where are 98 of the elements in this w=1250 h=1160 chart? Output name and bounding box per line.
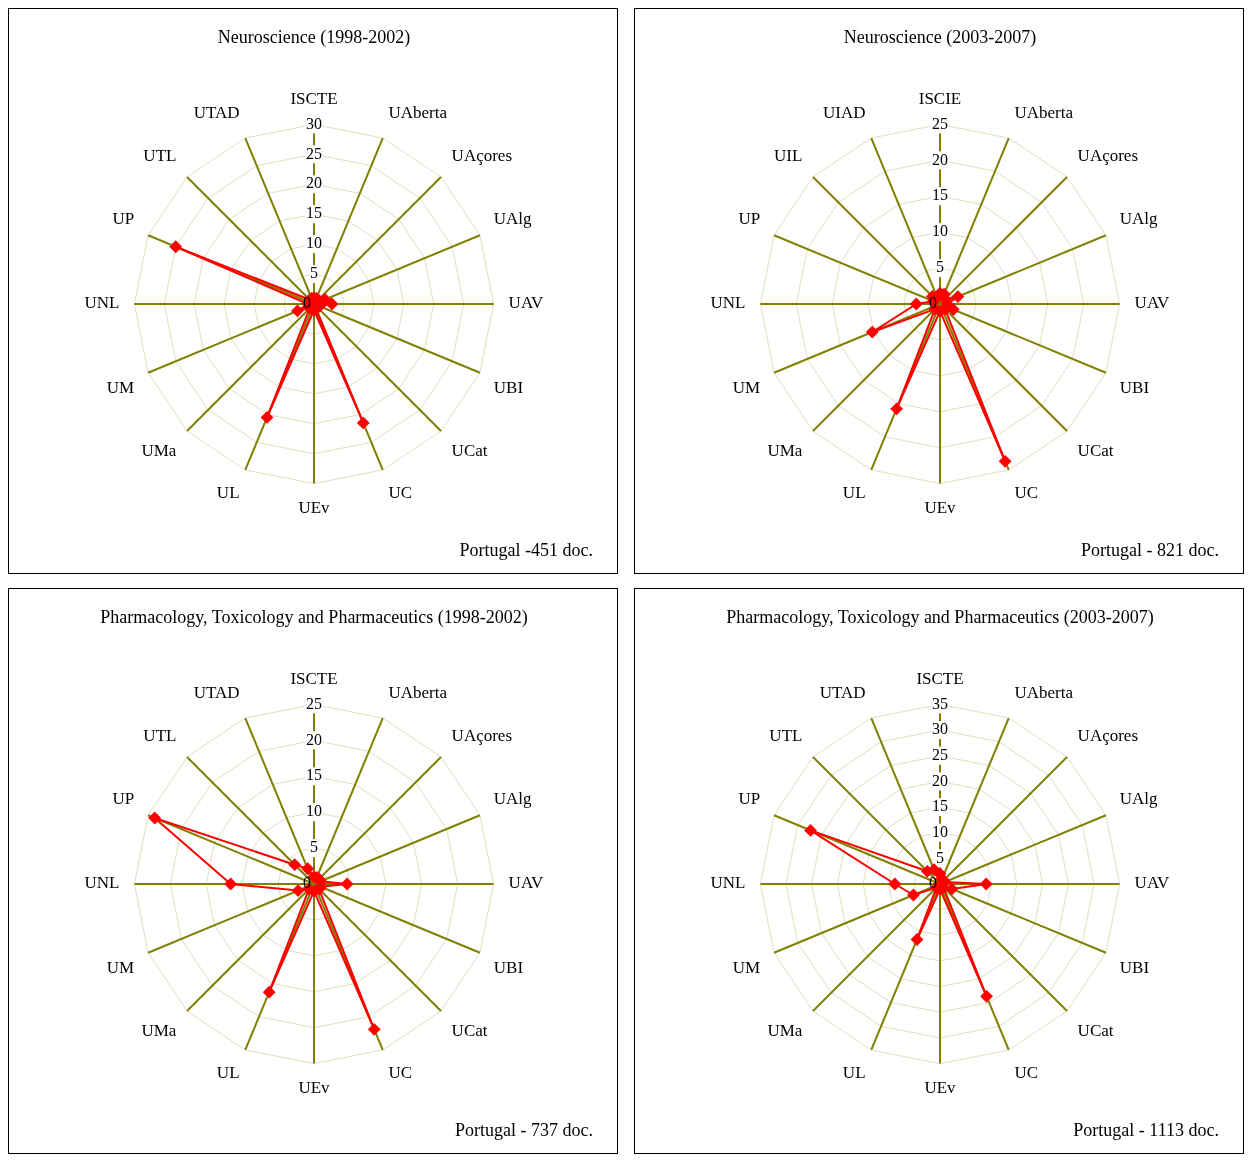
- spoke-label: UTAD: [193, 683, 240, 703]
- spoke-label: UAberta: [1014, 103, 1074, 123]
- spoke-label: UCat: [451, 441, 488, 461]
- spoke-label: UAberta: [1014, 683, 1074, 703]
- y-tick-label: 0: [929, 294, 937, 312]
- spoke-label: UTL: [143, 145, 177, 165]
- spoke-label: ISCTE: [290, 88, 338, 108]
- spoke-label: UP: [738, 208, 761, 228]
- spoke-label: UC: [388, 1063, 413, 1083]
- y-tick-label: 5: [936, 848, 944, 866]
- spoke-label: UL: [216, 483, 240, 503]
- spoke-label: UIAD: [823, 103, 866, 123]
- spoke-label: UNL: [710, 873, 746, 893]
- y-tick-label: 35: [932, 694, 948, 712]
- spoke-label: UBI: [1119, 378, 1150, 398]
- y-tick-label: 25: [932, 114, 948, 132]
- y-tick-label: 25: [932, 745, 948, 763]
- spoke-label: UEv: [298, 1078, 331, 1098]
- y-tick-label: 5: [310, 264, 318, 282]
- spoke-label: UAV: [508, 293, 544, 313]
- spoke-label: UMa: [141, 441, 177, 461]
- y-tick-label: 25: [306, 694, 322, 712]
- y-tick-label: 10: [932, 822, 948, 840]
- spoke-label: UC: [1014, 1063, 1039, 1083]
- spoke-label: UP: [112, 788, 135, 808]
- spoke-label: UAV: [508, 873, 544, 893]
- spoke-label: UTAD: [193, 103, 240, 123]
- y-tick-label: 10: [306, 234, 322, 252]
- y-tick-label: 25: [306, 144, 322, 162]
- y-tick-label: 30: [306, 114, 322, 132]
- y-tick-label: 15: [932, 797, 948, 815]
- spoke-label: UEv: [924, 498, 957, 518]
- chart-title: Neuroscience (2003-2007): [842, 26, 1038, 49]
- spoke-label: UL: [216, 1063, 240, 1083]
- y-tick-label: 5: [310, 838, 318, 856]
- spoke-label: UAçores: [1077, 145, 1139, 165]
- spoke-label: ISCTE: [916, 668, 964, 688]
- text: Portugal -451 doc.: [459, 540, 593, 561]
- spoke-label: UTAD: [819, 683, 866, 703]
- spoke-label: UM: [732, 378, 761, 398]
- spoke-label: UMa: [141, 1021, 177, 1041]
- spoke-label: UM: [732, 958, 761, 978]
- y-tick-label: 0: [303, 294, 311, 312]
- text: Portugal - 1113 doc.: [1073, 1120, 1219, 1141]
- spoke-label: UC: [1014, 483, 1039, 503]
- spoke-label: UAlg: [493, 208, 533, 228]
- spoke-label: UCat: [1077, 1021, 1114, 1041]
- spoke-label: UAlg: [493, 788, 533, 808]
- spoke-label: UM: [106, 958, 135, 978]
- y-tick-label: 20: [306, 730, 322, 748]
- spoke-label: UAçores: [451, 725, 513, 745]
- spoke-label: UAlg: [1119, 788, 1159, 808]
- spoke-label: UL: [842, 483, 866, 503]
- y-tick-label: 20: [932, 150, 948, 168]
- y-tick-label: 20: [306, 174, 322, 192]
- spoke-label: UBI: [493, 958, 524, 978]
- chart-title: Pharmacology, Toxicology and Pharmaceutics (1998-2002): [99, 606, 529, 629]
- spoke-label: UAçores: [1077, 725, 1139, 745]
- y-tick-label: 20: [932, 771, 948, 789]
- spoke-label: UBI: [1119, 958, 1150, 978]
- y-tick-label: 30: [932, 720, 948, 738]
- spoke-label: ISCIE: [918, 88, 962, 108]
- spoke-label: UNL: [84, 873, 120, 893]
- spoke-label: UC: [388, 483, 413, 503]
- spoke-label: UTL: [769, 725, 803, 745]
- spoke-label: UL: [842, 1063, 866, 1083]
- spoke-label: UNL: [710, 293, 746, 313]
- y-tick-label: 15: [306, 766, 322, 784]
- y-tick-label: 10: [932, 222, 948, 240]
- spoke-label: UNL: [84, 293, 120, 313]
- spoke-label: UM: [106, 378, 135, 398]
- spoke-label: UBI: [493, 378, 524, 398]
- spoke-label: UAberta: [388, 103, 448, 123]
- chart-title: Neuroscience (1998-2002): [216, 26, 412, 49]
- spoke-label: UEv: [924, 1078, 957, 1098]
- spoke-label: UCat: [1077, 441, 1114, 461]
- spoke-label: UMa: [767, 441, 803, 461]
- spoke-label: ISCTE: [290, 668, 338, 688]
- spoke-label: UIL: [774, 145, 803, 165]
- spoke-label: UP: [738, 788, 761, 808]
- y-tick-label: 10: [306, 802, 322, 820]
- spoke-label: UAberta: [388, 683, 448, 703]
- spoke-label: UAV: [1134, 873, 1170, 893]
- text: Portugal - 737 doc.: [455, 1120, 593, 1141]
- y-tick-label: 5: [936, 258, 944, 276]
- y-tick-label: 15: [932, 186, 948, 204]
- chart-title: Pharmacology, Toxicology and Pharmaceutics (2003-2007): [725, 606, 1155, 629]
- text: Portugal - 821 doc.: [1081, 540, 1219, 561]
- spoke-label: UAçores: [451, 145, 513, 165]
- spoke-label: UP: [112, 208, 135, 228]
- spoke-label: UAlg: [1119, 208, 1159, 228]
- spoke-label: UCat: [451, 1021, 488, 1041]
- y-tick-label: 15: [306, 204, 322, 222]
- spoke-label: UEv: [298, 498, 331, 518]
- y-tick-label: 0: [929, 874, 937, 892]
- spoke-label: UAV: [1134, 293, 1170, 313]
- spoke-label: UTL: [143, 725, 177, 745]
- spoke-label: UMa: [767, 1021, 803, 1041]
